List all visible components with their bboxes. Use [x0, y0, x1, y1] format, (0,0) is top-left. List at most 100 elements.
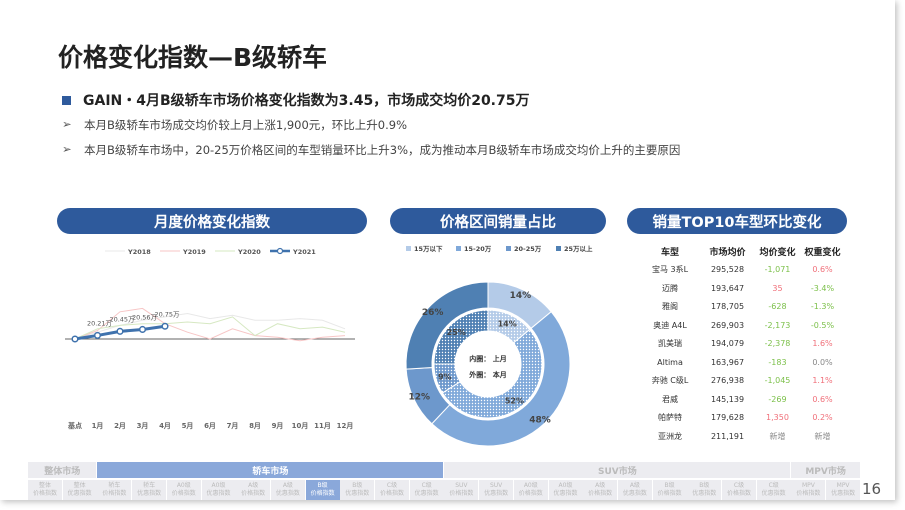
nav-cell[interactable]: 整体 优惠指数: [62, 480, 97, 500]
table-cell: 0.6%: [812, 265, 833, 275]
table-row: 迈腾 193,647 35 -3.4%: [640, 279, 845, 298]
inner-label: 25%: [447, 328, 466, 337]
nav-cell[interactable]: SUV 价格指数: [444, 480, 479, 500]
table-cell: 奔驰 C级L: [651, 376, 689, 386]
square-bullet-icon: [62, 95, 71, 105]
nav-group-tab[interactable]: SUV市场: [444, 462, 791, 478]
nav-cell[interactable]: A0级 优惠指数: [201, 480, 236, 500]
nav-cell[interactable]: A0级 优惠指数: [548, 480, 583, 500]
table-cell: 帕萨特: [658, 413, 682, 423]
nav-cell[interactable]: MPV 价格指数: [791, 480, 826, 500]
nav-cell[interactable]: A级 优惠指数: [617, 480, 652, 500]
table-row: Altima 163,967 -183 0.0%: [640, 353, 845, 372]
legend-item: 25万以上: [556, 244, 593, 253]
data-point: [161, 322, 169, 330]
table-cell: 269,903: [710, 320, 745, 330]
svg-text:15-20万: 15-20万: [464, 245, 492, 253]
nav-cell[interactable]: 轿车 价格指数: [97, 480, 132, 500]
headline: GAIN・4月B级轿车市场价格变化指数为3.45，市场成交均价20.75万: [62, 90, 530, 110]
table-cell: 雅阁: [662, 302, 678, 312]
nav-cell[interactable]: MPV 优惠指数: [826, 480, 861, 500]
column-header: 权重变化: [804, 247, 841, 258]
nav-cell[interactable]: 整体 价格指数: [28, 480, 62, 500]
svg-text:20-25万: 20-25万: [514, 245, 542, 253]
nav-cell[interactable]: C级 优惠指数: [756, 480, 791, 500]
data-point: [116, 327, 124, 335]
table-cell: 1,350: [766, 413, 789, 423]
nav-cell[interactable]: SUV 优惠指数: [479, 480, 514, 500]
table-cell: Altima: [657, 357, 683, 367]
table-cell: -1.3%: [810, 302, 835, 312]
table-row: 奔驰 C级L 276,938 -1,045 1.1%: [640, 372, 845, 391]
x-tick-label: 8月: [249, 422, 261, 430]
x-tick-label: 11月: [314, 422, 331, 430]
table-cell: 163,967: [710, 357, 745, 367]
table-cell: 0.0%: [812, 357, 833, 367]
legend-item: 15-20万: [456, 245, 492, 253]
table-row: 君威 145,139 -269 0.6%: [640, 390, 845, 409]
table-row: 宝马 3系L 295,528 -1,071 0.6%: [640, 261, 845, 280]
x-tick-label: 10月: [292, 422, 309, 430]
bullet-text: 本月B级轿车市场成交均价较上月上涨1,900元，环比上升0.9%: [84, 118, 408, 132]
series-line-Y2019: [74, 307, 346, 342]
nav-cell[interactable]: B级 优惠指数: [687, 480, 722, 500]
outer-slice: [431, 311, 571, 447]
nav-cell[interactable]: B级 价格指数: [305, 480, 340, 500]
svg-text:Y2020: Y2020: [237, 248, 261, 256]
legend-item: 20-25万: [506, 245, 542, 253]
table-cell: 179,628: [710, 413, 745, 423]
table-cell: 178,705: [710, 302, 745, 312]
slide: 价格变化指数—B级轿车 GAIN・4月B级轿车市场价格变化指数为3.45，市场成…: [28, 43, 882, 500]
nav-cell[interactable]: 轿车 优惠指数: [132, 480, 167, 500]
table-cell: 194,079: [710, 339, 745, 349]
table-cell: -1,045: [764, 376, 791, 386]
nav-cell[interactable]: A0级 价格指数: [513, 480, 548, 500]
page-title: 价格变化指数—B级轿车: [58, 43, 328, 72]
table-cell: 新增: [814, 431, 831, 441]
table-header: 车型 市场均价 均价变化 权重变化: [640, 242, 845, 261]
outer-label: 12%: [408, 392, 430, 402]
table-cell: 宝马 3系L: [651, 265, 689, 275]
table-cell: 145,139: [710, 394, 745, 404]
nav-cell[interactable]: A级 价格指数: [583, 480, 618, 500]
outer-label: 14%: [510, 291, 532, 301]
x-tick-label: 3月: [137, 422, 149, 430]
top10-table: 车型 市场均价 均价变化 权重变化 宝马 3系L 295,528 -1,071 0.6% 迈腾 1…: [640, 242, 845, 446]
center-note: 外圈： 本月: [469, 370, 506, 379]
nav-cell[interactable]: C级 优惠指数: [409, 480, 444, 500]
nav-group-tab[interactable]: MPV市场: [791, 462, 860, 478]
x-tick-label: 6月: [204, 422, 216, 430]
nav-group-tab[interactable]: 整体市场: [28, 462, 97, 478]
table-cell: -269: [768, 394, 787, 404]
nav-cell[interactable]: B级 优惠指数: [340, 480, 375, 500]
table-cell: 新增: [769, 431, 786, 441]
table-cell: -2,173: [764, 320, 791, 330]
outer-slice: [405, 281, 489, 370]
nav-cell[interactable]: C级 价格指数: [375, 480, 409, 500]
nav-cell[interactable]: C级 价格指数: [722, 480, 756, 500]
data-label: 20.45万: [109, 315, 135, 323]
table-cell: -628: [768, 302, 787, 312]
nav-group-tab[interactable]: 轿车市场: [97, 462, 444, 478]
series-line-Y2020: [74, 316, 346, 340]
nav-cell[interactable]: A级 优惠指数: [270, 480, 305, 500]
legend-item: 15万以下: [406, 245, 443, 253]
table-cell: 0.6%: [812, 394, 833, 404]
nav-cell[interactable]: A0级 价格指数: [166, 480, 201, 500]
nav-cell[interactable]: B级 价格指数: [652, 480, 687, 500]
x-tick-label: 9月: [272, 422, 284, 430]
svg-text:Y2021: Y2021: [292, 248, 316, 256]
table-row: 雅阁 178,705 -628 -1.3%: [640, 298, 845, 317]
column-header: 市场均价: [709, 247, 746, 258]
table-cell: 295,528: [710, 265, 745, 275]
nav-cell[interactable]: A级 价格指数: [236, 480, 271, 500]
data-label: 20.21万: [87, 319, 113, 327]
table-row: 奥迪 A4L 269,903 -2,173 -0.5%: [640, 316, 845, 335]
table-cell: -2,378: [764, 339, 791, 349]
outer-label: 26%: [422, 308, 444, 318]
svg-text:15万以下: 15万以下: [414, 245, 443, 253]
legend-Y2018: Y2018: [105, 248, 151, 256]
table-cell: 奥迪 A4L: [653, 320, 687, 330]
column-header: 车型: [660, 247, 679, 258]
bullet-2: ➢ 本月B级轿车市场中，20-25万价格区间的车型销量环比上升3%，成为推动本月B…: [62, 142, 680, 158]
